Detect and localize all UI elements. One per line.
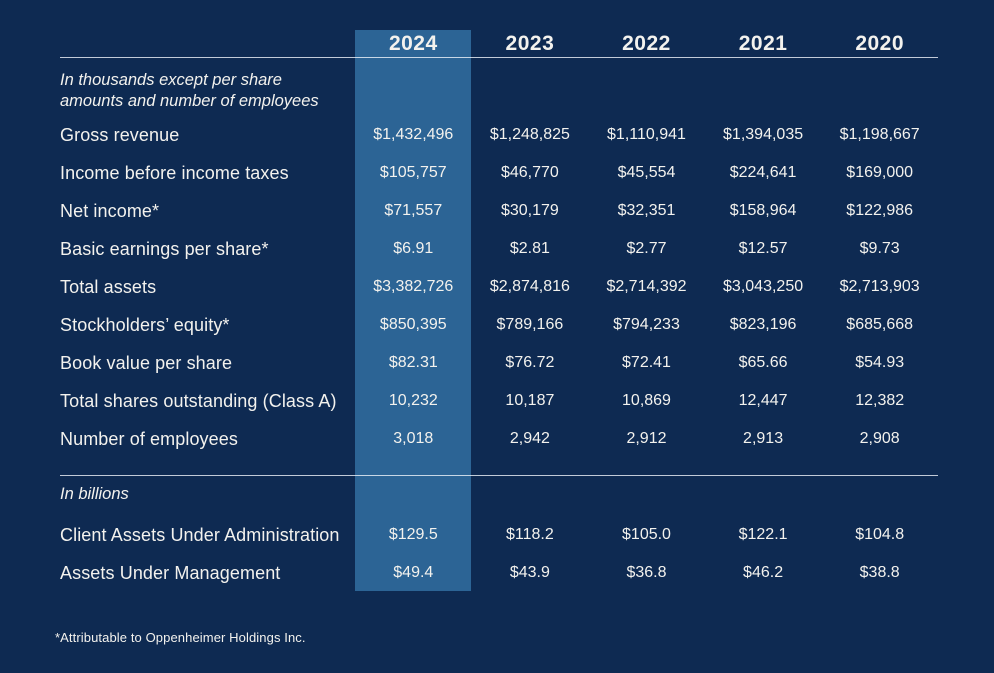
cell-value: $1,394,035	[723, 126, 804, 143]
cell-value: $224,641	[729, 164, 797, 181]
cell-value: 10,869	[622, 392, 671, 409]
year-header-2023: 2023	[505, 31, 555, 55]
year-header-2024: 2024	[388, 31, 438, 55]
cell-value: $129.5	[388, 526, 438, 543]
row-label: Assets Under Management	[60, 562, 281, 583]
cell-value: 12,447	[738, 392, 788, 409]
cell-value: $71,557	[384, 202, 443, 219]
cell-value: $45,554	[617, 164, 676, 181]
cell-value: $32,351	[617, 202, 676, 219]
table-row-book-value: Book value per share $82.31 $76.72 $72.4…	[60, 344, 938, 382]
cell-value: $2.77	[626, 240, 667, 257]
cell-value: $2,713,903	[839, 278, 920, 295]
cell-value: $794,233	[613, 316, 680, 333]
cell-value: $789,166	[496, 316, 564, 333]
table-row-income-before-taxes: Income before income taxes $105,757 $46,…	[60, 154, 938, 192]
table-row-gross-revenue: Gross revenue $1,432,496 $1,248,825 $1,1…	[60, 116, 938, 154]
cell-value: $2.81	[509, 240, 550, 257]
cell-value: $1,248,825	[489, 126, 570, 143]
cell-value: $38.8	[859, 564, 900, 581]
financial-table: 2024 2023 2022 2021 2020 In thousands ex…	[60, 0, 938, 592]
cell-value: $12.57	[738, 240, 788, 257]
cell-value: $118.2	[506, 526, 554, 543]
row-label: Income before income taxes	[60, 162, 289, 183]
table-row-employees: Number of employees 3,018 2,942 2,912 2,…	[60, 420, 938, 458]
cell-value: $54.93	[855, 354, 905, 371]
year-header-2021: 2021	[738, 31, 788, 55]
row-label: Total shares outstanding (Class A)	[60, 390, 337, 411]
cell-value: $1,110,941	[607, 126, 686, 143]
year-header-row: 2024 2023 2022 2021 2020	[60, 30, 938, 57]
table-row-total-shares: Total shares outstanding (Class A) 10,23…	[60, 382, 938, 420]
cell-value: 3,018	[393, 430, 434, 447]
table-row-total-assets: Total assets $3,382,726 $2,874,816 $2,71…	[60, 268, 938, 306]
section1-rows: Gross revenue $1,432,496 $1,248,825 $1,1…	[60, 116, 938, 458]
cell-value: $850,395	[379, 316, 447, 333]
row-label: Basic earnings per share*	[60, 238, 269, 259]
cell-value: $122.1	[738, 526, 788, 543]
table-row-client-assets: Client Assets Under Administration $129.…	[60, 516, 938, 554]
cell-value: $158,964	[729, 202, 797, 219]
row-label: Gross revenue	[60, 124, 180, 145]
cell-value: $72.41	[622, 354, 671, 371]
row-label: Number of employees	[60, 428, 238, 449]
table-row-net-income: Net income* $71,557 $30,179 $32,351 $158…	[60, 192, 938, 230]
cell-value: $1,198,667	[839, 126, 920, 143]
cell-value: $104.8	[855, 526, 905, 543]
cell-value: $43.9	[509, 564, 550, 581]
cell-value: $1,432,496	[373, 126, 454, 143]
cell-value: $76.72	[505, 354, 555, 371]
cell-value: $169,000	[846, 164, 914, 181]
cell-value: 2,908	[859, 430, 900, 447]
cell-value: $2,874,816	[489, 278, 570, 295]
cell-value: $105.0	[622, 526, 671, 543]
cell-value: $46,770	[500, 164, 559, 181]
section2-rows: Client Assets Under Administration $129.…	[60, 516, 938, 592]
cell-value: $105,757	[379, 164, 447, 181]
cell-value: $3,043,250	[723, 278, 804, 295]
cell-value: 2,913	[743, 430, 784, 447]
year-header-2020: 2020	[855, 31, 905, 55]
section1-note-line1: In thousands except per share	[60, 71, 282, 89]
section1-note: In thousands except per share amounts an…	[60, 70, 938, 112]
cell-value: $30,179	[500, 202, 559, 219]
table-row-basic-eps: Basic earnings per share* $6.91 $2.81 $2…	[60, 230, 938, 268]
table-row-stockholders-equity: Stockholders’ equity* $850,395 $789,166 …	[60, 306, 938, 344]
cell-value: $685,668	[846, 316, 914, 333]
cell-value: 10,187	[505, 392, 555, 409]
cell-value: $3,382,726	[373, 278, 454, 295]
section-divider-rule	[60, 475, 938, 476]
cell-value: $82.31	[388, 354, 438, 371]
cell-value: $122,986	[846, 202, 914, 219]
year-header-2022: 2022	[622, 31, 671, 55]
row-label: Stockholders’ equity*	[60, 314, 230, 335]
footnote: *Attributable to Oppenheimer Holdings In…	[55, 630, 306, 645]
cell-value: $9.73	[859, 240, 900, 257]
row-label: Total assets	[60, 276, 157, 297]
cell-value: $36.8	[626, 564, 667, 581]
cell-value: $6.91	[393, 240, 434, 257]
row-label: Client Assets Under Administration	[60, 524, 340, 545]
cell-value: 10,232	[388, 392, 438, 409]
cell-value: $46.2	[743, 564, 784, 581]
cell-value: $49.4	[393, 564, 434, 581]
cell-value: $2,714,392	[606, 278, 687, 295]
cell-value: 12,382	[855, 392, 905, 409]
cell-value: $823,196	[729, 316, 797, 333]
header-rule	[60, 57, 938, 58]
row-label: Book value per share	[60, 352, 233, 373]
table-row-aum: Assets Under Management $49.4 $43.9 $36.…	[60, 554, 938, 592]
cell-value: $65.66	[738, 354, 788, 371]
cell-value: 2,942	[509, 430, 550, 447]
cell-value: 2,912	[626, 430, 667, 447]
highlight-2024-column	[355, 30, 471, 591]
section1-note-line2: amounts and number of employees	[60, 92, 319, 110]
section2-note: In billions	[60, 485, 129, 503]
row-label: Net income*	[60, 200, 160, 221]
